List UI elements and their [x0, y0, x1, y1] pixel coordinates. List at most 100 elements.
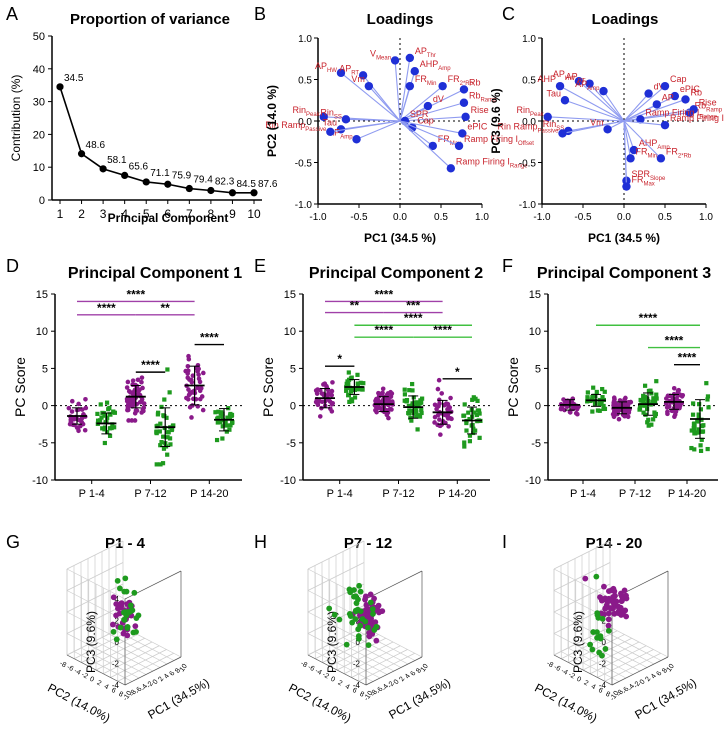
z-tick-label: -4: [112, 681, 120, 690]
cumulative-label: 84.5: [236, 179, 256, 190]
scatter3d-point: [619, 597, 625, 604]
score-dot: [432, 414, 438, 420]
loading-point: [560, 96, 570, 105]
y-tick-label: 0: [42, 401, 48, 413]
score-dot: [164, 415, 169, 420]
score-dot: [380, 386, 386, 392]
score-dot: [165, 435, 170, 440]
frame-edge: [611, 656, 669, 686]
significance-label: *: [455, 365, 460, 379]
x-tick-label: -4: [381, 683, 390, 692]
score-dot: [314, 391, 320, 396]
scatter3d-point: [587, 641, 594, 648]
scatter3d-point: [116, 585, 123, 592]
score-dot: [380, 390, 385, 396]
panel-letter-f: F: [502, 256, 513, 276]
significance-label: ****: [374, 287, 393, 301]
score-dot: [167, 390, 172, 395]
loading-point: [461, 112, 470, 122]
x-tick-label: -8: [616, 689, 625, 698]
scatter3d-point: [616, 605, 622, 612]
loading-point: [405, 81, 415, 91]
score-dot: [477, 435, 482, 440]
score-dot: [406, 403, 411, 409]
score-dot: [132, 418, 138, 423]
score-dot: [230, 420, 235, 426]
loading-label: RinPeak: [517, 105, 545, 118]
score-dot: [104, 400, 110, 405]
score-dot: [107, 433, 113, 438]
cumulative-label: 34.5: [64, 73, 84, 84]
score-dot: [439, 391, 445, 396]
scatter3d-point: [594, 629, 600, 636]
significance-label: ****: [126, 287, 145, 301]
grid-line: [553, 568, 613, 600]
score-dot: [330, 400, 336, 406]
score-dot: [689, 445, 694, 451]
score-dot: [409, 408, 414, 413]
x-tick-label: 2: [78, 207, 85, 221]
scatter3d-point: [608, 605, 614, 611]
x-tick-label: 4: [650, 673, 658, 680]
score-dot: [109, 425, 114, 431]
scatter3d-point: [122, 575, 129, 582]
score-dot: [638, 397, 643, 403]
scree-point: [164, 180, 172, 188]
loading-point: [405, 53, 415, 63]
score-dot: [645, 420, 650, 425]
cumulative-label: 48.6: [86, 140, 106, 151]
y-tick-label: 4: [103, 683, 110, 691]
scatter3d-point: [362, 596, 368, 603]
score-dot: [112, 410, 118, 415]
score-dot: [224, 429, 229, 434]
category-label: P 1-4: [79, 488, 105, 500]
y-tick-label: 8: [117, 691, 124, 699]
score-dot: [158, 421, 163, 426]
scatter3d-point: [363, 602, 370, 608]
loading-label: Ramp Firing IOffset: [670, 113, 724, 126]
loading-point: [670, 91, 680, 101]
score-dot: [102, 427, 107, 432]
score-dot: [324, 383, 329, 389]
scree-point: [99, 165, 107, 173]
loading-label: Rise: [699, 97, 717, 107]
loading-point: [644, 89, 653, 98]
score-dot: [693, 431, 698, 436]
score-dot: [388, 389, 393, 395]
score-dot: [410, 401, 415, 406]
scatter3d-point: [110, 628, 117, 635]
y-axis-title: PC2 (14.0 %): [265, 85, 279, 157]
x-tick-label: 0.5: [434, 212, 448, 223]
score-dot: [448, 395, 453, 401]
loading-label: APThr: [415, 46, 436, 59]
scatter3d-point: [589, 646, 596, 653]
y-tick-label: -2: [80, 671, 89, 680]
score-dot: [602, 389, 607, 394]
score-dot: [83, 396, 88, 402]
x-tick-label: 4: [163, 673, 171, 680]
loading-point: [585, 79, 594, 88]
score-dot: [220, 414, 225, 419]
score-dot: [198, 385, 204, 391]
grid-line: [307, 633, 367, 664]
score-dot: [689, 428, 694, 433]
x-tick-label: -2: [146, 680, 155, 689]
score-dot: [134, 408, 140, 413]
score-dot: [171, 423, 176, 428]
score-dot: [446, 424, 451, 429]
panel-title-a: Proportion of variance: [70, 11, 230, 28]
score-dot: [194, 366, 200, 371]
scree-point: [207, 186, 215, 195]
x-tick-label: 10: [247, 207, 261, 221]
score-dot: [467, 433, 473, 438]
score-dot: [160, 461, 166, 466]
scree-point: [185, 184, 193, 193]
panel-title-h: P7 - 12: [344, 535, 392, 552]
score-dot: [600, 386, 605, 392]
score-dot: [466, 410, 471, 415]
grid-line: [568, 634, 625, 663]
scatter3d-point: [343, 641, 350, 648]
loading-point: [459, 98, 469, 107]
loading-vector: [623, 85, 666, 122]
